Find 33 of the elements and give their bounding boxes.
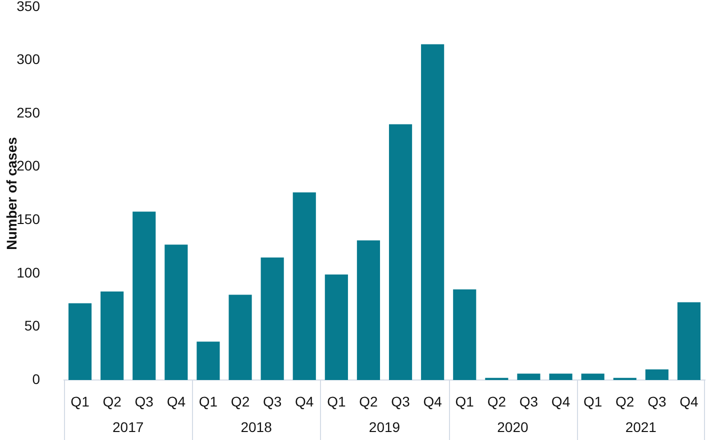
x-tick-label: Q4 [166,393,186,410]
x-tick-label: Q3 [648,393,666,410]
x-tick-label: Q2 [102,393,122,410]
x-tick-label: Q2 [230,393,250,410]
text: 2019 [368,418,400,435]
text: 2017 [112,418,144,435]
y-tick-label: 350 [16,0,40,14]
y-tick-label: 300 [16,51,40,68]
x-tick-label: Q3 [391,393,410,410]
x-tick-label: Q2 [359,393,378,410]
x-tick-label: Q3 [519,393,538,410]
x-tick-label: Q4 [680,393,699,410]
y-tick-label: 100 [16,264,40,280]
x-tick-label: Q2 [487,393,506,410]
y-tick-label: 150 [16,211,40,227]
x-tick-label: Q3 [262,393,282,410]
x-tick-label: Q1 [198,393,218,410]
x-tick-label: Q3 [134,393,154,410]
text: 2021 [625,418,657,435]
x-tick-label: Q4 [423,393,442,410]
x-tick-label: Q1 [327,393,346,410]
x-tick-label: Q2 [616,393,634,410]
x-tick-label: Q4 [551,393,570,410]
text: 2018 [240,418,272,435]
x-tick-label: Q4 [295,393,314,410]
x-tick-label: Q1 [70,393,90,410]
y-tick-label: 250 [16,104,40,120]
y-tick-label: 50 [24,318,40,334]
y-tick-label: 200 [16,158,40,174]
text: 2020 [497,418,528,435]
y-tick-label: 0 [32,370,40,387]
x-tick-label: Q1 [455,393,474,410]
x-tick-label: Q1 [583,393,602,410]
